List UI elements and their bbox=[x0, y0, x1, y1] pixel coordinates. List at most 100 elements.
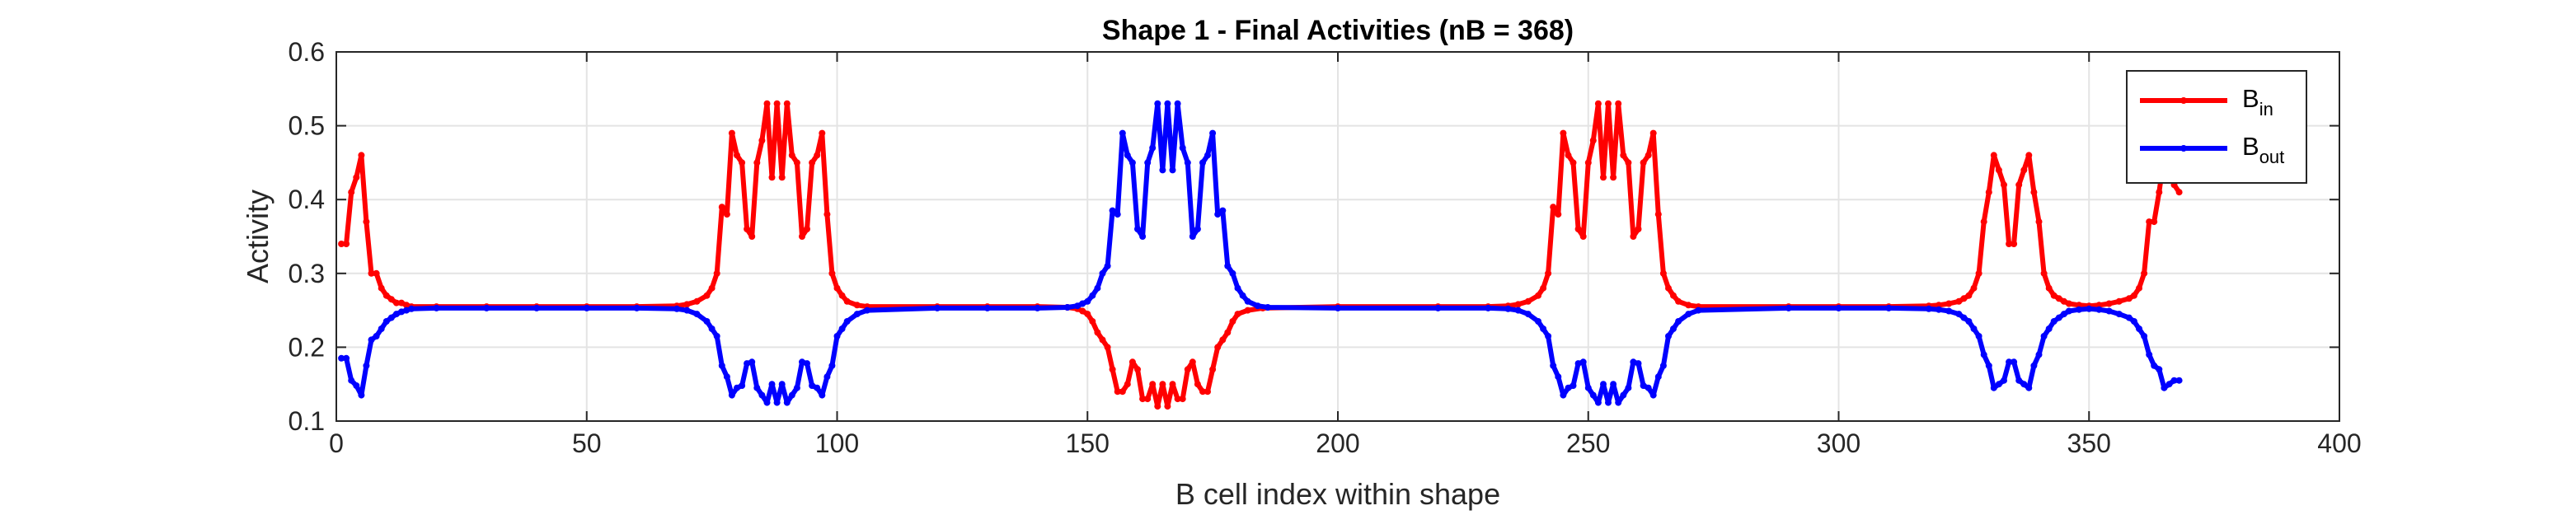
data-point-bout bbox=[1214, 211, 1222, 218]
data-point-bin bbox=[1589, 137, 1597, 144]
data-point-bout bbox=[728, 391, 735, 399]
axis-ticks: 0 50 100 150 200 250 300 350 400 0.1 0.2 0.3 0.4 0.5 0… bbox=[289, 37, 2362, 458]
data-point-bout bbox=[1114, 211, 1121, 218]
data-point-bout bbox=[1109, 207, 1116, 214]
data-point-bout bbox=[788, 391, 795, 399]
data-point-bout bbox=[838, 325, 846, 332]
data-point-bin bbox=[1594, 100, 1602, 107]
data-point-bout bbox=[758, 391, 766, 399]
x-tick-label: 100 bbox=[815, 428, 859, 458]
data-point-bout bbox=[1970, 325, 1978, 332]
data-point-bin bbox=[1139, 396, 1147, 403]
data-point-bin bbox=[1565, 152, 1572, 159]
data-point-bout bbox=[1524, 311, 1532, 318]
data-point-bin bbox=[1114, 388, 1121, 396]
data-point-bout bbox=[1154, 100, 1161, 107]
legend-bout-sub: out bbox=[2259, 147, 2285, 167]
data-point-bout bbox=[1925, 305, 1932, 312]
data-point-bin bbox=[763, 100, 771, 107]
data-point-bin bbox=[1649, 129, 1657, 137]
data-point-bout bbox=[864, 307, 870, 314]
x-tick-label: 250 bbox=[1566, 428, 1610, 458]
data-point-bin bbox=[398, 299, 405, 307]
data-point-bin bbox=[838, 292, 846, 299]
data-point-bout bbox=[1079, 300, 1086, 307]
data-point-bout bbox=[1630, 358, 1637, 366]
data-point-bout bbox=[823, 373, 831, 381]
data-point-bin bbox=[708, 284, 716, 292]
data-point-bout bbox=[2015, 377, 2023, 384]
data-point-bin bbox=[823, 211, 831, 218]
data-point-bout bbox=[2040, 333, 2048, 339]
data-point-bin bbox=[1189, 358, 1196, 366]
data-point-bin bbox=[2055, 295, 2062, 302]
data-point-bin bbox=[1134, 366, 1141, 373]
data-point-bout bbox=[734, 384, 740, 391]
data-point-bout bbox=[1665, 333, 1672, 339]
data-point-bout bbox=[2001, 377, 2007, 384]
data-point-bin bbox=[748, 233, 756, 240]
legend-box bbox=[2126, 70, 2307, 184]
data-point-bin bbox=[1975, 269, 1982, 277]
data-point-bin bbox=[1579, 233, 1587, 240]
data-point-bout bbox=[1219, 207, 1227, 214]
data-point-bin bbox=[2035, 218, 2043, 226]
data-point-bin bbox=[1970, 284, 1978, 292]
data-point-bin bbox=[1685, 302, 1692, 309]
series-bin bbox=[338, 100, 2183, 410]
data-point-bin bbox=[1535, 292, 1541, 299]
data-point-bout bbox=[1579, 358, 1587, 366]
data-point-bin bbox=[843, 297, 851, 305]
x-tick-label: 50 bbox=[572, 428, 602, 458]
data-point-bout bbox=[2125, 314, 2133, 321]
data-point-bin bbox=[1560, 129, 1567, 137]
data-point-bout bbox=[392, 311, 400, 318]
data-point-bout bbox=[983, 304, 991, 311]
data-point-bout bbox=[338, 354, 345, 362]
data-point-bout bbox=[2151, 362, 2158, 369]
data-point-bin bbox=[1079, 307, 1086, 315]
data-point-bout bbox=[683, 307, 691, 314]
data-point-bout bbox=[2130, 318, 2137, 325]
data-point-bout bbox=[382, 318, 390, 325]
data-point-bout bbox=[1209, 129, 1217, 137]
data-point-bin bbox=[382, 292, 390, 299]
data-point-bout bbox=[348, 377, 355, 384]
data-point-bin bbox=[1149, 381, 1157, 388]
data-point-bin bbox=[1675, 297, 1682, 305]
data-point-bin bbox=[1625, 159, 1632, 166]
data-point-bin bbox=[343, 241, 350, 247]
data-point-bin bbox=[1179, 396, 1186, 403]
data-point-bout bbox=[368, 336, 375, 344]
data-point-bout bbox=[814, 384, 821, 391]
data-point-bout bbox=[2156, 366, 2163, 373]
data-point-bout bbox=[1159, 166, 1166, 174]
data-point-bin bbox=[1659, 269, 1667, 277]
data-point-bin bbox=[809, 159, 816, 166]
data-point-bout bbox=[1985, 362, 1992, 369]
data-point-bout bbox=[1174, 100, 1181, 107]
data-point-bout bbox=[1654, 373, 1662, 381]
data-point-bin bbox=[392, 299, 400, 307]
data-point-bin bbox=[2006, 241, 2013, 247]
data-point-bout bbox=[358, 391, 365, 399]
legend-bin-base: B bbox=[2242, 84, 2259, 113]
data-point-bin bbox=[718, 204, 725, 211]
data-point-bin bbox=[693, 297, 701, 305]
data-point-bout bbox=[1199, 159, 1206, 166]
data-point-bin bbox=[1094, 329, 1101, 336]
data-point-bout bbox=[1540, 325, 1547, 332]
data-point-bout bbox=[387, 314, 395, 321]
data-point-bin bbox=[1990, 152, 1997, 159]
data-point-bout bbox=[1570, 382, 1577, 389]
y-tick-label: 0.2 bbox=[289, 332, 325, 362]
data-point-bin bbox=[2146, 218, 2153, 226]
data-point-bin bbox=[703, 292, 711, 299]
data-point-bout bbox=[1179, 144, 1186, 152]
data-point-bout bbox=[1785, 304, 1792, 311]
data-point-bin bbox=[1670, 292, 1677, 299]
data-point-bin bbox=[2030, 189, 2038, 196]
y-tick-label: 0.4 bbox=[289, 185, 325, 214]
data-point-bout bbox=[744, 360, 751, 368]
data-point-bout bbox=[1960, 314, 1968, 321]
